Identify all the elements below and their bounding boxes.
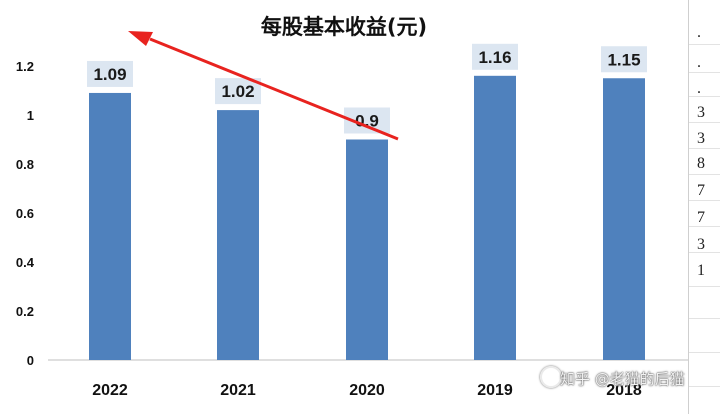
trend-arrow-head bbox=[128, 31, 153, 46]
side-strip: ... 3 3 8 7 7 3 1 bbox=[688, 0, 720, 414]
watermark-logo-icon bbox=[540, 366, 562, 388]
data-label-background bbox=[601, 46, 647, 73]
watermark-text: 知乎 @老猫的后猫 bbox=[560, 370, 685, 388]
bar-2018 bbox=[603, 78, 645, 360]
side-strip-gridline bbox=[689, 148, 720, 149]
chart-title: 每股基本收益(元) bbox=[261, 15, 427, 39]
side-strip-gridline bbox=[689, 122, 720, 123]
side-strip-gridline bbox=[689, 200, 720, 201]
side-strip-char: . bbox=[697, 80, 701, 97]
data-label: 1.02 bbox=[221, 82, 254, 101]
y-tick-label: 0.6 bbox=[16, 206, 34, 221]
bars-group bbox=[89, 75, 645, 361]
x-tick-label: 2020 bbox=[349, 382, 385, 399]
side-strip-char: 7 bbox=[697, 182, 705, 199]
side-strip-char: 7 bbox=[697, 209, 705, 226]
data-label: 1.15 bbox=[607, 50, 640, 69]
side-strip-char: . bbox=[697, 24, 701, 41]
data-label: 1.16 bbox=[478, 48, 511, 67]
y-tick-label: 0.4 bbox=[16, 255, 35, 270]
bar-2020 bbox=[346, 139, 388, 360]
bar-chart: 每股基本收益(元) 00.20.40.60.811.2 1.091.020.91… bbox=[16, 15, 688, 399]
bar-2021 bbox=[217, 110, 259, 360]
side-strip-char: 8 bbox=[697, 155, 705, 172]
side-strip-gridline bbox=[689, 252, 720, 253]
side-strip-gridline bbox=[689, 226, 720, 227]
data-label-background bbox=[87, 60, 133, 87]
side-strip-char: 3 bbox=[697, 130, 705, 147]
bar-2019 bbox=[474, 75, 516, 361]
y-axis-ticks: 0 0.2 0.4 0.6 0.8 1 1.2 bbox=[16, 59, 35, 368]
side-strip-gridline bbox=[689, 44, 720, 45]
x-tick-label: 2018 bbox=[606, 382, 642, 399]
side-strip-char: . bbox=[697, 54, 701, 71]
side-strip-gridline bbox=[689, 352, 720, 353]
y-tick-label: 1 bbox=[27, 108, 34, 123]
data-label-background bbox=[215, 78, 261, 105]
side-strip-char: 1 bbox=[697, 262, 705, 279]
trend-arrow bbox=[128, 31, 399, 141]
side-strip-gridline bbox=[689, 96, 720, 97]
data-label: 0.9 bbox=[355, 112, 379, 131]
x-tick-label: 2022 bbox=[92, 382, 128, 399]
x-tick-label: 2019 bbox=[477, 382, 513, 399]
bar-2022 bbox=[89, 92, 131, 360]
x-axis-ticks: 2022 2021 2020 2019 2018 bbox=[92, 382, 642, 399]
data-labels-group: 1.09 1.02 0.9 1.16 1.15 bbox=[87, 43, 647, 134]
x-tick-label: 2021 bbox=[220, 382, 256, 399]
y-tick-label: 0 bbox=[27, 353, 34, 368]
y-tick-label: 0.2 bbox=[16, 304, 34, 319]
side-strip-gridline bbox=[689, 174, 720, 175]
side-strip-gridline bbox=[689, 386, 720, 387]
data-label: 1.09 bbox=[93, 65, 126, 84]
y-tick-label: 1.2 bbox=[16, 59, 34, 74]
side-strip-char: 3 bbox=[697, 104, 705, 121]
side-strip-char: 3 bbox=[697, 236, 705, 253]
trend-arrow-line bbox=[149, 37, 399, 141]
side-strip-gridline bbox=[689, 318, 720, 319]
data-label-background bbox=[472, 43, 518, 70]
side-strip-gridline bbox=[689, 72, 720, 73]
y-tick-label: 0.8 bbox=[16, 157, 34, 172]
side-strip-gridline bbox=[689, 286, 720, 287]
